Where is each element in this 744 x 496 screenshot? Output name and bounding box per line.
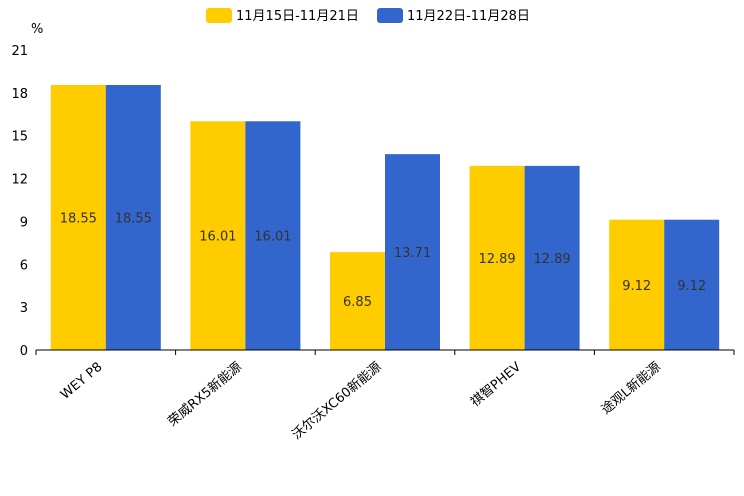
y-axis-unit-label: % xyxy=(31,22,43,37)
legend-swatch-1 xyxy=(206,8,232,23)
data-label-2-4: 12.89 xyxy=(533,252,570,267)
y-tick-label-12: 12 xyxy=(11,173,28,188)
bar-2-1 xyxy=(105,85,161,350)
data-label-1-3: 6.85 xyxy=(343,295,372,310)
legend-swatch-2 xyxy=(377,8,403,23)
data-label-2-2: 16.01 xyxy=(254,230,291,245)
y-tick-label-21: 21 xyxy=(11,44,28,59)
y-tick-label-18: 18 xyxy=(11,87,28,102)
x-axis: WEY P8 荣威RX5新能源 沃尔沃XC60新能源 祺智PHEV 途观L新能源 xyxy=(35,349,735,443)
y-axis: 0 3 6 9 12 15 18 21 xyxy=(11,44,28,359)
x-tick-label-1: WEY P8 xyxy=(58,360,105,403)
x-tick-label-2: 荣威RX5新能源 xyxy=(165,359,245,430)
bar-2-3 xyxy=(385,154,440,350)
x-tick-label-3: 沃尔沃XC60新能源 xyxy=(289,359,385,443)
data-label-2-1: 18.55 xyxy=(115,212,152,227)
x-tick-label-5: 途观L新能源 xyxy=(598,359,664,418)
data-label-1-5: 9.12 xyxy=(622,279,651,294)
x-tick-label-4: 祺智PHEV xyxy=(468,360,524,411)
bar-1-5 xyxy=(609,219,665,350)
bar-2-4 xyxy=(524,165,580,350)
y-tick-label-0: 0 xyxy=(20,344,28,359)
y-tick-label-6: 6 xyxy=(20,258,28,273)
bar-1-3 xyxy=(330,252,385,350)
data-label-2-5: 9.12 xyxy=(677,279,706,294)
data-label-2-3: 13.71 xyxy=(394,246,431,261)
y-tick-label-3: 3 xyxy=(20,301,28,316)
y-tick-label-9: 9 xyxy=(20,215,28,230)
data-label-1-1: 18.55 xyxy=(60,212,97,227)
bar-1-2 xyxy=(190,121,246,351)
bar-2-2 xyxy=(245,121,301,351)
bars: 18.55 18.55 16.01 16.01 6.85 13.71 12.89 12.89 9… xyxy=(50,85,720,351)
legend-label-2: 11月22日-11月28日 xyxy=(407,9,530,24)
legend-label-1: 11月15日-11月21日 xyxy=(236,9,359,24)
bar-2-5 xyxy=(664,219,720,350)
y-tick-label-15: 15 xyxy=(11,130,28,145)
data-label-1-4: 12.89 xyxy=(478,252,515,267)
bar-1-4 xyxy=(469,165,525,350)
data-label-1-2: 16.01 xyxy=(199,230,236,245)
bar-1-1 xyxy=(50,85,106,350)
legend: 11月15日-11月21日 11月22日-11月28日 xyxy=(206,8,530,24)
